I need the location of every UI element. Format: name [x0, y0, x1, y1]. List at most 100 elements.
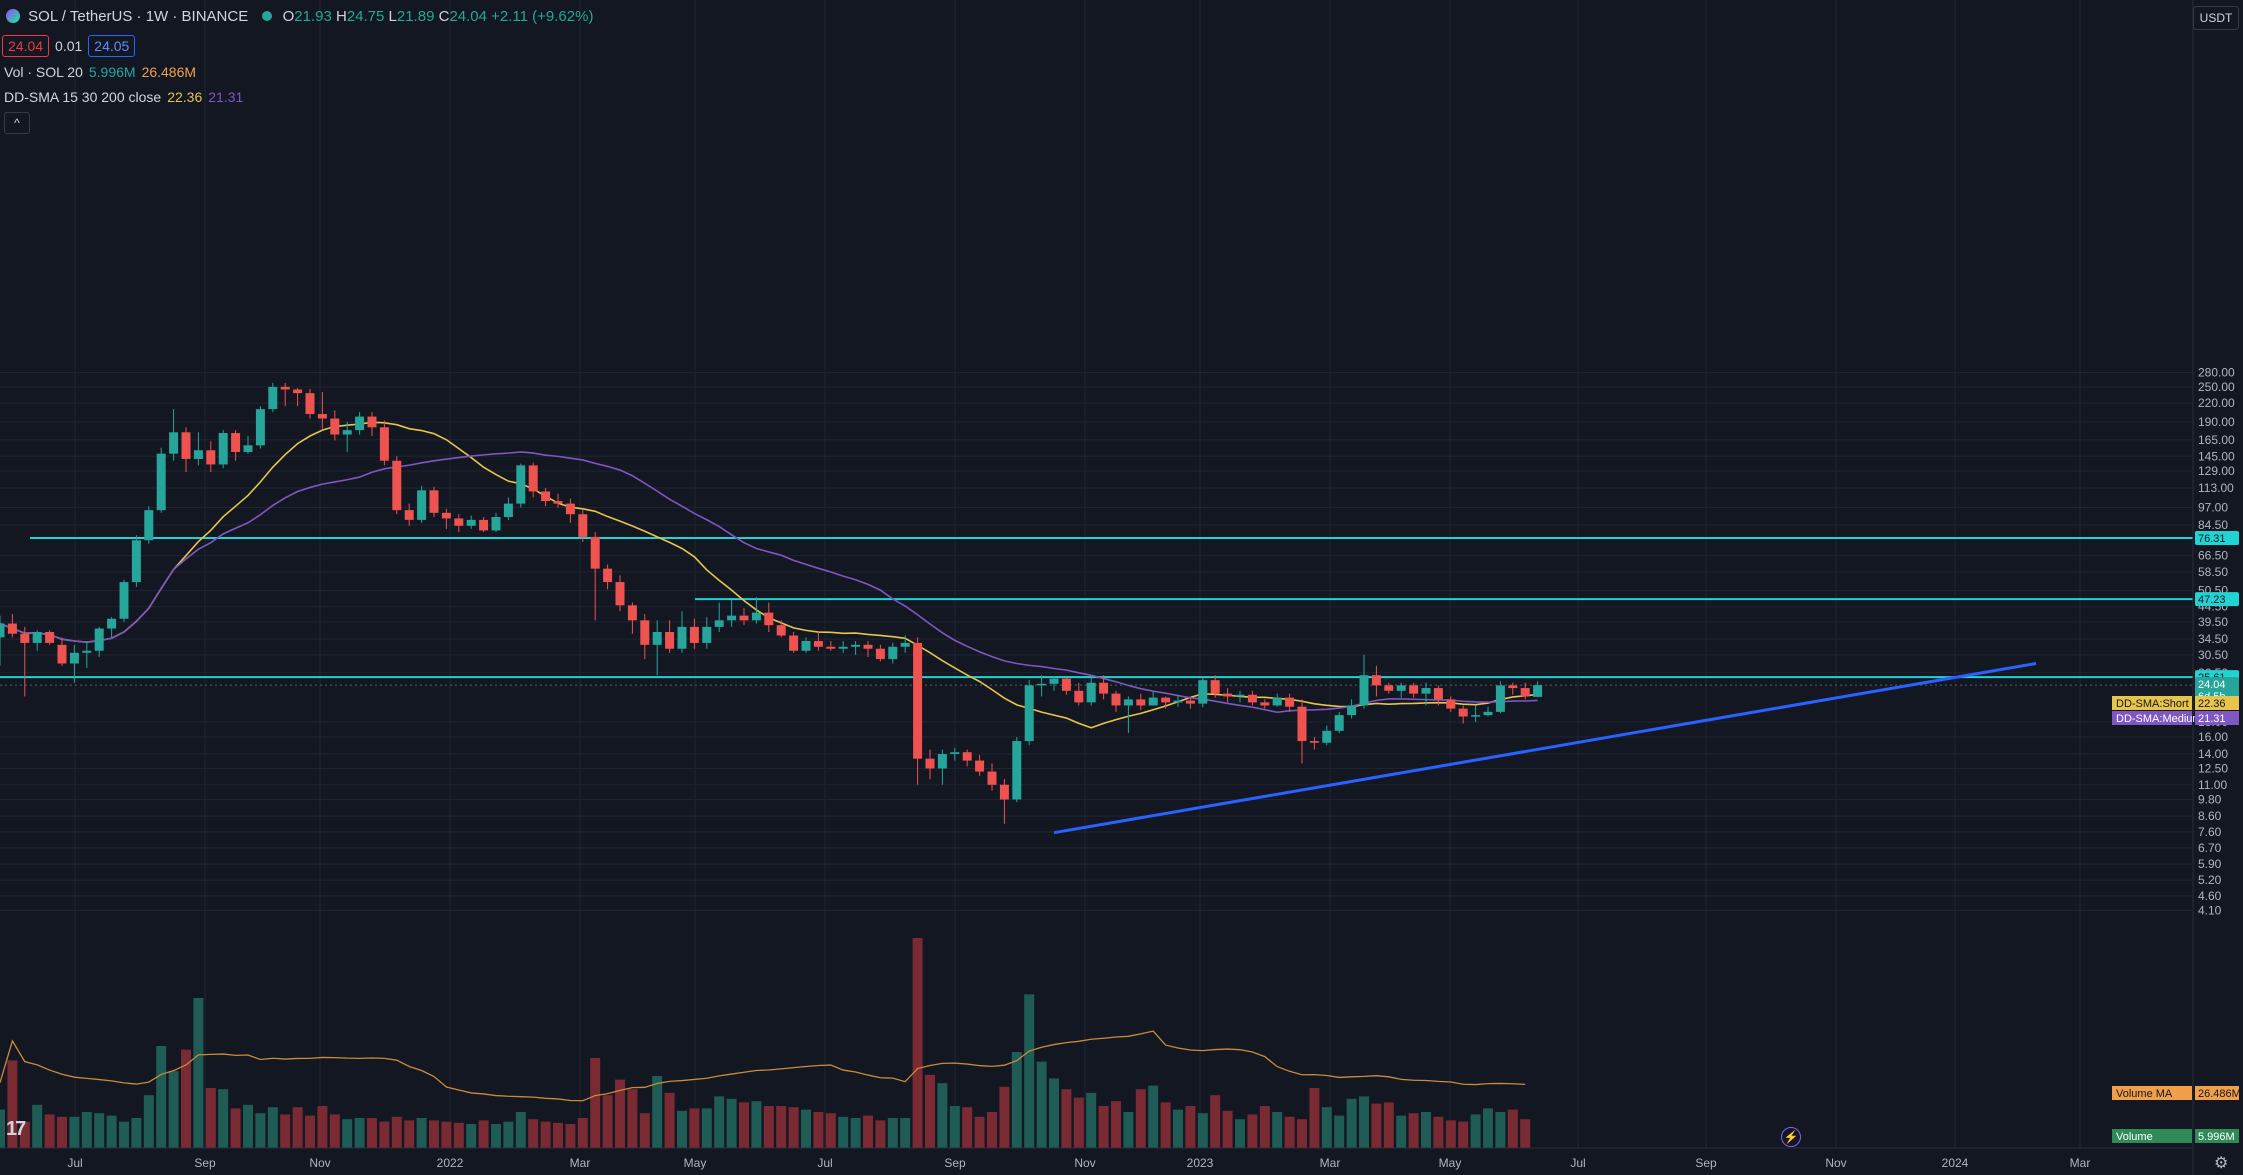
- volume-ma-line: [0, 1030, 1526, 1102]
- volume-bar: [255, 1113, 266, 1148]
- support-trendline[interactable]: [1053, 662, 2037, 835]
- volume-bar: [1197, 1113, 1208, 1148]
- volume-bar: [987, 1112, 997, 1148]
- volume-bar: [949, 1106, 960, 1148]
- level-1-tag-text: 76.31: [2198, 533, 2226, 545]
- volume-bars: [0, 938, 1531, 1148]
- currency-selector[interactable]: USDT: [2193, 6, 2239, 30]
- time-tick-label: 2022: [437, 1156, 464, 1170]
- candle-body: [727, 615, 737, 621]
- candle-body: [1471, 715, 1481, 717]
- volume-bar: [900, 1118, 911, 1148]
- lightning-icon[interactable]: ⚡: [1781, 1127, 1801, 1147]
- sell-button[interactable]: 24.04: [2, 35, 50, 57]
- candle-body: [1433, 688, 1443, 700]
- candle-body: [1309, 741, 1319, 743]
- candle-body: [826, 646, 836, 649]
- candle-body: [813, 641, 823, 647]
- candle-body: [900, 642, 910, 647]
- candle-body: [677, 626, 687, 649]
- volume-bar: [1408, 1113, 1419, 1148]
- volume-bar: [1520, 1119, 1531, 1148]
- candle-body: [1371, 675, 1381, 686]
- volume-tag-value: 5.996M: [2198, 1131, 2235, 1143]
- price-tick-label: 4.60: [2198, 889, 2222, 903]
- sma-legend[interactable]: DD-SMA 15 30 200 close 22.36 21.31: [4, 89, 249, 105]
- candle-body: [1099, 682, 1109, 694]
- time-tick-label: May: [1439, 1156, 1462, 1170]
- volume-bar: [1210, 1095, 1221, 1148]
- candle-body: [578, 514, 588, 537]
- time-axis[interactable]: Jul Sep Nov 2022 Mar May Jul Sep Nov 2023 Mar May Ju…: [0, 1147, 2193, 1170]
- volume-bar: [329, 1114, 340, 1148]
- volume-bar: [739, 1102, 749, 1148]
- volume-bar: [1036, 1061, 1047, 1148]
- volume-bar: [280, 1114, 291, 1148]
- volume-legend-value: 5.996M: [88, 64, 136, 80]
- volume-ma-tag-name: Volume MA: [2116, 1088, 2173, 1100]
- candle-body: [1061, 678, 1071, 691]
- buy-button[interactable]: 24.05: [88, 35, 136, 57]
- volume-legend[interactable]: Vol · SOL 20 5.996M 26.486M: [4, 64, 202, 80]
- candle-body: [1024, 685, 1034, 742]
- volume-bar: [553, 1122, 563, 1148]
- volume-bar: [230, 1108, 241, 1148]
- candle-body: [851, 644, 861, 647]
- volume-bar: [243, 1104, 253, 1148]
- volume-bar: [441, 1121, 452, 1148]
- volume-bar: [887, 1118, 898, 1148]
- candle-body: [1161, 697, 1171, 703]
- candle-body: [1409, 685, 1419, 694]
- tradingview-logo[interactable]: 17: [6, 1118, 26, 1140]
- candle-body: [987, 771, 997, 785]
- time-tick-label: Jul: [817, 1156, 832, 1170]
- volume-bar: [689, 1108, 700, 1148]
- candle-body: [1396, 685, 1406, 691]
- volume-bar: [292, 1107, 303, 1148]
- volume-bar: [1334, 1115, 1345, 1148]
- sma-legend-name: DD-SMA 15 30 200 close: [4, 89, 162, 105]
- symbol-header[interactable]: SOL / TetherUS · 1W · BINANCE O21.93 H24…: [6, 8, 593, 25]
- volume-bar: [305, 1115, 315, 1148]
- volume-bar: [0, 1109, 5, 1148]
- candle-body: [875, 648, 885, 660]
- volume-bar: [528, 1119, 539, 1148]
- volume-bar: [565, 1124, 576, 1148]
- candle-body: [1223, 693, 1233, 697]
- volume-ma-line: [0, 1030, 1526, 1102]
- volume-bar: [751, 1101, 762, 1148]
- symbol-title[interactable]: SOL / TetherUS · 1W · BINANCE: [28, 8, 249, 25]
- candle-body: [962, 752, 972, 761]
- price-tick-label: 8.60: [2198, 809, 2222, 823]
- volume-bar: [863, 1115, 873, 1148]
- candle-body: [268, 386, 278, 410]
- volume-bar: [515, 1112, 526, 1148]
- gear-icon[interactable]: ⚙: [2214, 1155, 2229, 1172]
- volume-bar: [1433, 1116, 1444, 1148]
- candle-body: [1049, 678, 1059, 684]
- price-tick-label: 190.00: [2198, 415, 2235, 429]
- time-tick-label: Sep: [1695, 1156, 1717, 1170]
- candle-body: [1533, 685, 1543, 697]
- candle-body: [94, 628, 104, 651]
- candle-body: [169, 432, 179, 454]
- volume-bar: [1346, 1098, 1357, 1148]
- sma-short-legend-value: 22.36: [167, 89, 203, 105]
- volume-bar: [701, 1108, 712, 1148]
- candle-body: [739, 615, 749, 621]
- trendline[interactable]: [1053, 662, 2037, 835]
- candle-body: [305, 393, 315, 415]
- volume-bar: [1445, 1120, 1456, 1148]
- candle-body: [937, 754, 947, 769]
- volume-bar: [925, 1074, 935, 1148]
- candle-body: [1136, 699, 1146, 706]
- candle-body: [367, 416, 377, 428]
- candle-body: [479, 519, 489, 531]
- volume-bar: [1309, 1088, 1320, 1148]
- collapse-legend-button[interactable]: ^: [4, 112, 30, 134]
- sma-medium-tag-name: DD-SMA:Medium: [2116, 713, 2202, 725]
- volume-bar: [1185, 1106, 1196, 1148]
- volume-bar: [354, 1118, 365, 1148]
